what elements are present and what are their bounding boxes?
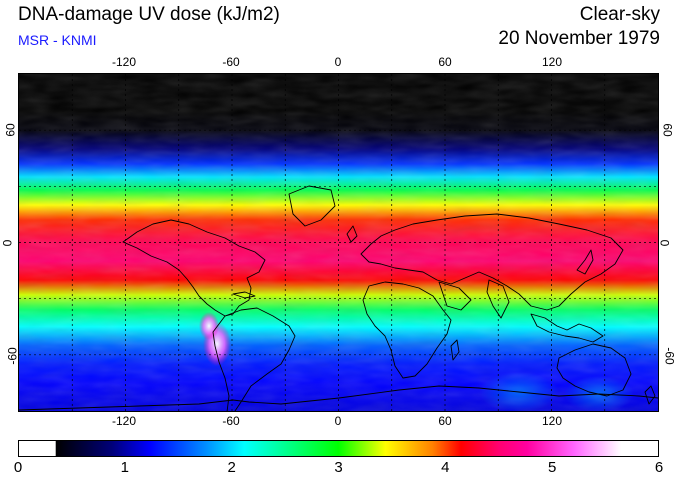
- uv-dose-map: [18, 73, 659, 412]
- lon-tick-top: -120: [111, 55, 137, 69]
- ocean-blob: [564, 376, 634, 411]
- lon-tick-bottom: 120: [541, 414, 563, 428]
- map-canvas: [19, 74, 658, 411]
- arabia-coast: [438, 281, 472, 311]
- lat-tick-left: 0: [0, 239, 15, 247]
- australia-coast: [556, 343, 632, 397]
- map-title: DNA-damage UV dose (kJ/m2): [18, 4, 280, 25]
- lon-tick-top: 120: [541, 55, 563, 69]
- lon-tick-bottom: 0: [334, 414, 342, 428]
- japan-coast: [576, 249, 594, 275]
- colorbar-label: 4: [441, 459, 450, 476]
- sky-condition-label: Clear-sky: [579, 4, 660, 25]
- colorbar-label: 2: [227, 459, 236, 476]
- greenland-coast: [288, 185, 336, 227]
- antarctica-coast: [19, 385, 658, 411]
- lon-tick-top: -60: [222, 55, 240, 69]
- colorbar-label: 3: [334, 459, 343, 476]
- british-isles-coast: [346, 225, 358, 243]
- ocean-blob: [479, 372, 559, 411]
- colorbar-label: 5: [548, 459, 557, 476]
- india-coast: [486, 279, 510, 319]
- caribbean-coast: [232, 291, 256, 299]
- colorbar-label: 0: [13, 459, 23, 476]
- colorbar-ramp: [55, 441, 622, 456]
- north-america-coast: [122, 219, 266, 317]
- lon-tick-bottom: -120: [111, 414, 137, 428]
- lon-tick-bottom: -60: [222, 414, 240, 428]
- africa-coast: [362, 281, 452, 379]
- graticule: [19, 74, 658, 411]
- lat-tick-right: 0: [657, 239, 672, 247]
- colorbar-label: 6: [654, 459, 664, 476]
- coastlines: [19, 185, 658, 411]
- madagascar-coast: [450, 339, 460, 361]
- lat-tick-right: -60: [662, 347, 677, 365]
- date-label: 20 November 1979: [498, 28, 660, 49]
- andes-hotspot: [199, 312, 219, 340]
- source-label: MSR - KNMI: [18, 32, 97, 48]
- lat-tick-right: 60: [660, 123, 675, 137]
- lon-tick-bottom: 60: [438, 414, 452, 428]
- new-zealand-coast: [644, 385, 656, 405]
- lat-tick-left: 60: [3, 123, 18, 137]
- indonesia-coast: [530, 313, 604, 343]
- colorbar-label: 1: [120, 459, 129, 476]
- south-america-coast: [212, 307, 296, 411]
- lon-tick-top: 60: [438, 55, 452, 69]
- eurasia-coast: [360, 213, 624, 311]
- lon-tick-top: 0: [334, 55, 342, 69]
- colorbar: [18, 440, 659, 457]
